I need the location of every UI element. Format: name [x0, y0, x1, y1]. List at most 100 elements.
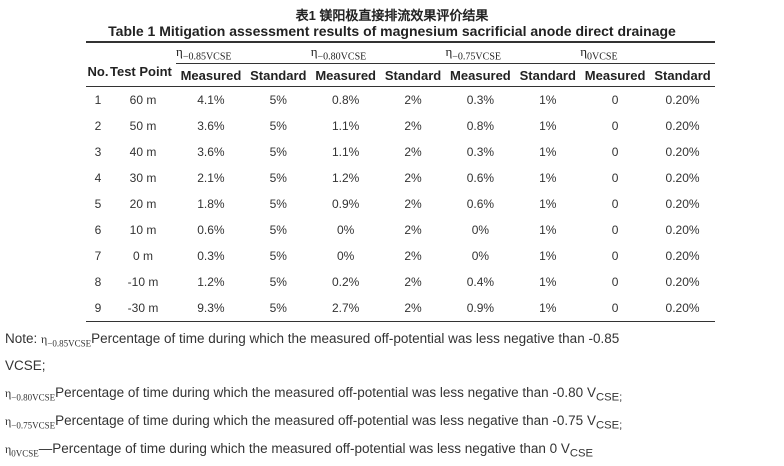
table-cell: 6 — [94, 223, 102, 237]
table-cell: 0% — [471, 223, 490, 237]
table-row: 3 40 m 3.6% 5% 1.1% 2% 0.3% 1% 0 0.20% — [86, 139, 715, 165]
table-cell: 5% — [269, 171, 287, 185]
table-cell: 0 — [611, 93, 619, 107]
table-cell: 5% — [269, 119, 287, 133]
table-cell: 2% — [380, 295, 446, 322]
table-cell: 9.3% — [176, 295, 246, 322]
table-cell: -10 m — [127, 275, 159, 289]
header-group-3: η−0.75VCSE — [445, 42, 581, 64]
table-cell: 0.20% — [665, 119, 700, 133]
table-cell: 3 — [94, 145, 102, 159]
table-cell: 9 — [86, 295, 110, 322]
table-cell: 0% — [337, 249, 355, 263]
table-cell: 3.6% — [197, 119, 225, 133]
table-cell: 8 — [94, 275, 102, 289]
table-cell: 1.1% — [331, 119, 360, 133]
table-cell: 0.20% — [665, 249, 700, 263]
table-cell: 0.8% — [466, 119, 495, 133]
table-cell: 0 — [611, 197, 619, 211]
table-cell: 0.20% — [665, 93, 700, 107]
table-cell: 0.9% — [445, 295, 516, 322]
table-cell: 2% — [404, 171, 422, 185]
table-cell: 0.9% — [331, 197, 360, 211]
header-measured: Measured — [445, 63, 516, 87]
table-cell: 0 — [611, 119, 619, 133]
table-cell: 0.6% — [197, 223, 225, 237]
table-row: 8 -10 m 1.2% 5% 0.2% 2% 0.4% 1% 0 0.20% — [86, 269, 715, 295]
table-cell: 30 m — [129, 171, 157, 185]
table-cell: 0.6% — [466, 197, 495, 211]
table-cell: 0.20% — [650, 295, 715, 322]
table-cell: 0 — [580, 295, 651, 322]
table-cell: 2% — [404, 223, 422, 237]
table-cell: 1% — [539, 249, 557, 263]
table-cell: 0.6% — [466, 171, 495, 185]
table-cell: 5% — [269, 249, 287, 263]
table-row: 2 50 m 3.6% 5% 1.1% 2% 0.8% 1% 0 0.20% — [86, 113, 715, 139]
table-cell: 0 — [611, 145, 619, 159]
table-cell: 1% — [539, 223, 557, 237]
table-cell: 50 m — [129, 119, 157, 133]
table-cell: 2.7% — [310, 295, 381, 322]
table-cell: 2% — [404, 145, 422, 159]
table-cell: 0.2% — [331, 275, 360, 289]
table-cell: 1% — [539, 197, 557, 211]
table-cell: 0.8% — [331, 93, 360, 107]
table-cell: 1% — [539, 93, 557, 107]
table-title-english: Table 1 Mitigation assessment results of… — [108, 23, 676, 39]
table-cell: 0.4% — [466, 275, 495, 289]
table-cell: 1% — [539, 275, 557, 289]
table-cell: 1.2% — [197, 275, 225, 289]
table-cell: 5% — [269, 275, 287, 289]
table-cell: -30 m — [110, 295, 176, 322]
table-cell: 4.1% — [197, 93, 225, 107]
note-1: Note: η−0.85VCSEPercentage of time durin… — [5, 331, 620, 349]
results-table: No. Test Point η−0.85VCSE η−0.80VCSE η−0… — [86, 41, 715, 322]
header-standard: Standard — [650, 63, 715, 87]
table-cell: 1% — [539, 171, 557, 185]
header-no: No. — [86, 42, 110, 87]
table-cell: 2% — [404, 93, 422, 107]
note-4: η0VCSE—Percentage of time during which t… — [5, 441, 593, 460]
table-cell: 0.3% — [466, 145, 495, 159]
table-cell: 10 m — [129, 223, 157, 237]
table-cell: 0 — [611, 275, 619, 289]
table-title-chinese: 表1 镁阳极直接排流效果评价结果 — [295, 8, 489, 23]
header-measured: Measured — [310, 63, 381, 87]
note-3: η−0.75VCSEPercentage of time during whic… — [5, 413, 623, 432]
table-cell: 0.3% — [197, 249, 225, 263]
table-cell: 5% — [245, 295, 311, 322]
table-cell: 1% — [539, 145, 557, 159]
header-standard: Standard — [245, 63, 311, 87]
table-cell: 0.20% — [665, 171, 700, 185]
table-cell: 0.20% — [665, 145, 700, 159]
table-cell: 1 — [94, 93, 102, 107]
table-cell: 4 — [94, 171, 102, 185]
table-cell: 1% — [515, 295, 581, 322]
table-cell: 0% — [471, 249, 490, 263]
table-cell: 0.20% — [665, 275, 700, 289]
note-2: η−0.80VCSEPercentage of time during whic… — [5, 385, 623, 404]
table-cell: 1.8% — [197, 197, 225, 211]
table-cell: 5% — [269, 223, 287, 237]
table-row: 6 10 m 0.6% 5% 0% 2% 0% 1% 0 0.20% — [86, 217, 715, 243]
table-cell: 5 — [94, 197, 102, 211]
table-cell: 2.1% — [197, 171, 225, 185]
table-row: 5 20 m 1.8% 5% 0.9% 2% 0.6% 1% 0 0.20% — [86, 191, 715, 217]
header-group-4: η0VCSE — [580, 42, 715, 64]
table-cell: 0 — [611, 223, 619, 237]
table-cell: 0% — [337, 223, 355, 237]
header-group-2: η−0.80VCSE — [310, 42, 446, 64]
table-cell: 2 — [94, 119, 102, 133]
table-cell: 0.20% — [665, 197, 700, 211]
table-cell: 20 m — [129, 197, 157, 211]
table-cell: 0.20% — [665, 223, 700, 237]
header-group-1: η−0.85VCSE — [176, 42, 311, 64]
table-cell: 40 m — [129, 145, 157, 159]
table-cell: 2% — [404, 275, 422, 289]
table-cell: 7 — [94, 249, 102, 263]
table-cell: 0 m — [132, 249, 153, 263]
table-cell: 1.2% — [331, 171, 360, 185]
header-test-point: Test Point — [110, 42, 176, 87]
table-cell: 0 — [611, 171, 619, 185]
